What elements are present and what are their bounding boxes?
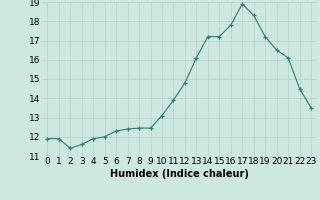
X-axis label: Humidex (Indice chaleur): Humidex (Indice chaleur) bbox=[110, 169, 249, 179]
